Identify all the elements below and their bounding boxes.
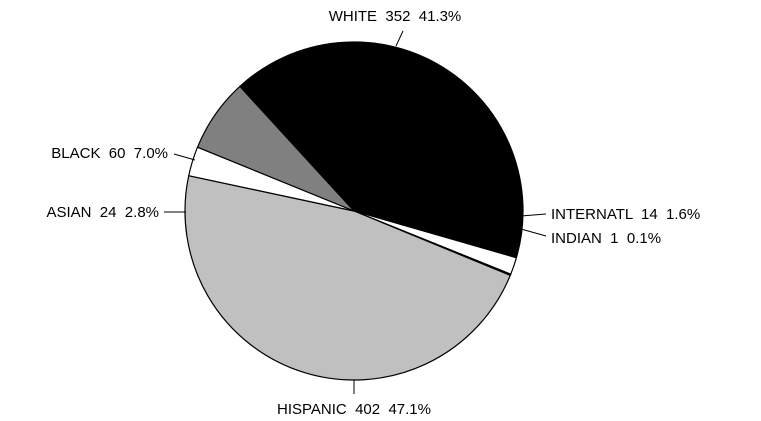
leader-indian [520, 228, 547, 237]
data-labels: WHITE 352 41.3% INTERNATL 14 1.6% INDIAN… [46, 8, 700, 418]
leader-lines [164, 30, 547, 394]
pie-slice-hispanic [184, 175, 511, 381]
label-black: BLACK 60 7.0% [51, 145, 168, 162]
label-hispanic: HISPANIC 402 47.1% [277, 401, 431, 418]
pie-slice-black [196, 85, 355, 212]
label-asian: ASIAN 24 2.8% [46, 204, 159, 221]
label-white: WHITE 352 41.3% [329, 8, 462, 25]
label-indian: INDIAN 1 0.1% [551, 230, 661, 247]
leader-internatl [520, 213, 547, 217]
pie-slice-white [239, 41, 524, 259]
leader-black [173, 153, 196, 161]
label-internatl: INTERNATL 14 1.6% [551, 206, 700, 223]
slices-layer [184, 41, 524, 381]
leader-white [395, 30, 404, 47]
